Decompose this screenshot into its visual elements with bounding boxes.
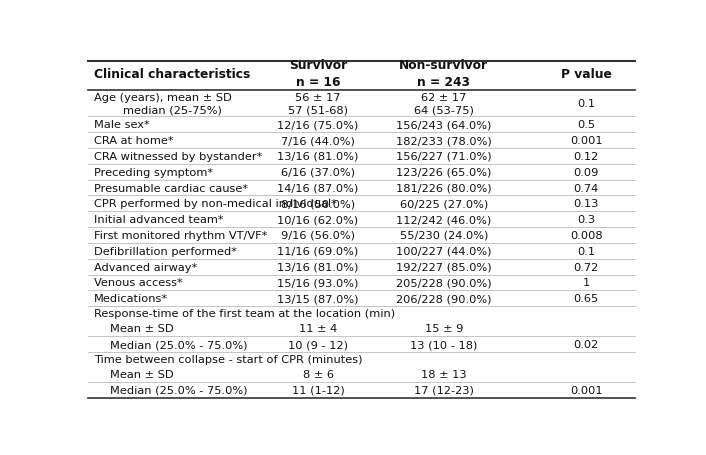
Text: 12/16 (75.0%): 12/16 (75.0%) [277, 120, 359, 130]
Text: 123/226 (65.0%): 123/226 (65.0%) [396, 167, 491, 177]
Text: 62 ± 17
64 (53-75): 62 ± 17 64 (53-75) [414, 92, 474, 115]
Text: 0.001: 0.001 [570, 385, 602, 395]
Text: Time between collapse - start of CPR (minutes): Time between collapse - start of CPR (mi… [94, 354, 362, 364]
Text: Median (25.0% - 75.0%): Median (25.0% - 75.0%) [110, 339, 248, 349]
Text: 182/233 (78.0%): 182/233 (78.0%) [396, 136, 492, 146]
Text: 8 ± 6: 8 ± 6 [303, 369, 333, 379]
Text: 18 ± 13: 18 ± 13 [421, 369, 467, 379]
Text: 55/230 (24.0%): 55/230 (24.0%) [400, 231, 488, 240]
Text: 0.72: 0.72 [573, 262, 599, 272]
Text: 15 ± 9: 15 ± 9 [425, 324, 463, 334]
Text: 156/243 (64.0%): 156/243 (64.0%) [396, 120, 491, 130]
Text: 6/16 (37.0%): 6/16 (37.0%) [281, 167, 355, 177]
Text: 0.65: 0.65 [573, 293, 599, 303]
Text: CRA witnessed by bystander*: CRA witnessed by bystander* [94, 152, 262, 162]
Text: 206/228 (90.0%): 206/228 (90.0%) [396, 293, 491, 303]
Text: Survivor
n = 16: Survivor n = 16 [289, 59, 347, 89]
Text: 8/16 (50.0%): 8/16 (50.0%) [281, 199, 355, 209]
Text: 192/227 (85.0%): 192/227 (85.0%) [396, 262, 491, 272]
Text: Median (25.0% - 75.0%): Median (25.0% - 75.0%) [110, 385, 248, 395]
Text: 0.1: 0.1 [577, 246, 595, 256]
Text: 205/228 (90.0%): 205/228 (90.0%) [396, 278, 491, 288]
Text: Response-time of the first team at the location (min): Response-time of the first team at the l… [94, 308, 395, 318]
Text: 0.001: 0.001 [570, 136, 602, 146]
Text: 13/16 (81.0%): 13/16 (81.0%) [277, 152, 359, 162]
Text: 10 (9 - 12): 10 (9 - 12) [288, 339, 348, 349]
Text: 112/242 (46.0%): 112/242 (46.0%) [396, 215, 491, 225]
Text: Mean ± SD: Mean ± SD [110, 369, 174, 379]
Text: 13/16 (81.0%): 13/16 (81.0%) [277, 262, 359, 272]
Text: 15/16 (93.0%): 15/16 (93.0%) [277, 278, 359, 288]
Text: Defibrillation performed*: Defibrillation performed* [94, 246, 237, 256]
Text: 9/16 (56.0%): 9/16 (56.0%) [281, 231, 355, 240]
Text: 14/16 (87.0%): 14/16 (87.0%) [277, 183, 359, 193]
Text: First monitored rhythm VT/VF*: First monitored rhythm VT/VF* [94, 231, 267, 240]
Text: 0.1: 0.1 [577, 99, 595, 109]
Text: 7/16 (44.0%): 7/16 (44.0%) [281, 136, 355, 146]
Text: 0.3: 0.3 [577, 215, 595, 225]
Text: 0.008: 0.008 [570, 231, 602, 240]
Text: 181/226 (80.0%): 181/226 (80.0%) [396, 183, 491, 193]
Text: 60/225 (27.0%): 60/225 (27.0%) [400, 199, 488, 209]
Text: Male sex*: Male sex* [94, 120, 150, 130]
Text: 56 ± 17
57 (51-68): 56 ± 17 57 (51-68) [288, 92, 348, 115]
Text: 11 (1-12): 11 (1-12) [292, 385, 345, 395]
Text: Non-survivor
n = 243: Non-survivor n = 243 [400, 59, 489, 89]
Text: 13/15 (87.0%): 13/15 (87.0%) [277, 293, 359, 303]
Text: Age (years), mean ± SD
        median (25-75%): Age (years), mean ± SD median (25-75%) [94, 92, 232, 115]
Text: CPR performed by non-medical individual*: CPR performed by non-medical individual* [94, 199, 337, 209]
Text: Advanced airway*: Advanced airway* [94, 262, 197, 272]
Text: CRA at home*: CRA at home* [94, 136, 173, 146]
Text: Mean ± SD: Mean ± SD [110, 324, 174, 334]
Text: Medications*: Medications* [94, 293, 168, 303]
Text: Presumable cardiac cause*: Presumable cardiac cause* [94, 183, 248, 193]
Text: 0.74: 0.74 [573, 183, 599, 193]
Text: 11 ± 4: 11 ± 4 [299, 324, 337, 334]
Text: Clinical characteristics: Clinical characteristics [94, 68, 250, 81]
Text: 1: 1 [582, 278, 590, 288]
Text: 11/16 (69.0%): 11/16 (69.0%) [277, 246, 359, 256]
Text: 100/227 (44.0%): 100/227 (44.0%) [396, 246, 491, 256]
Text: 0.02: 0.02 [573, 339, 599, 349]
Text: 13 (10 - 18): 13 (10 - 18) [410, 339, 477, 349]
Text: Preceding symptom*: Preceding symptom* [94, 167, 213, 177]
Text: 17 (12-23): 17 (12-23) [414, 385, 474, 395]
Text: 0.12: 0.12 [573, 152, 599, 162]
Text: 10/16 (62.0%): 10/16 (62.0%) [277, 215, 359, 225]
Text: 0.13: 0.13 [573, 199, 599, 209]
Text: Initial advanced team*: Initial advanced team* [94, 215, 223, 225]
Text: P value: P value [561, 68, 611, 81]
Text: Venous access*: Venous access* [94, 278, 182, 288]
Text: 0.09: 0.09 [573, 167, 599, 177]
Text: 156/227 (71.0%): 156/227 (71.0%) [396, 152, 491, 162]
Text: 0.5: 0.5 [577, 120, 595, 130]
